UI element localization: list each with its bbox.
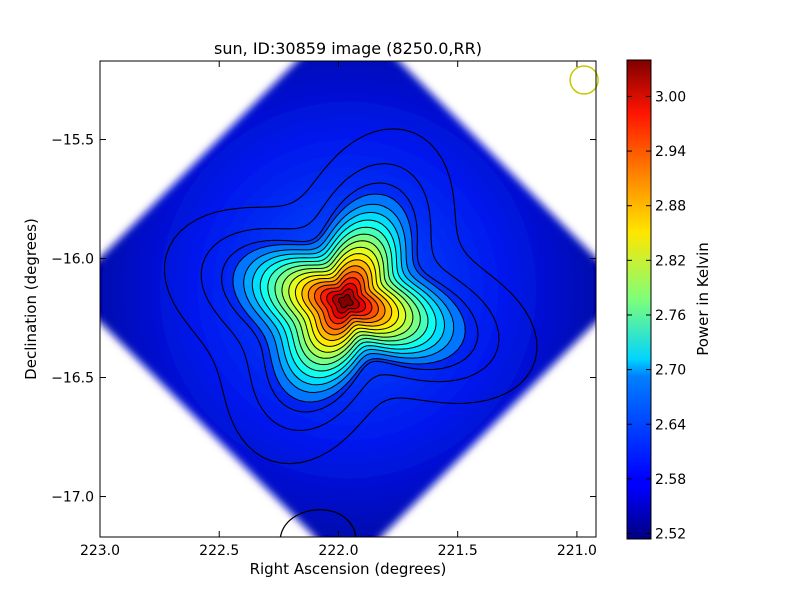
contour-line — [251, 211, 446, 386]
contour-line — [320, 277, 373, 325]
colorbar-tick-label: 2.76 — [655, 308, 686, 324]
contour-line — [267, 226, 429, 372]
contour-line — [221, 182, 479, 413]
contour-line — [294, 253, 400, 347]
contour-line — [332, 288, 360, 314]
colorbar-label: Power in Kelvin — [694, 242, 712, 356]
y-axis: −15.5 −16.0 −16.5 −17.0 — [51, 133, 596, 506]
colorbar-tick-label: 3.00 — [655, 89, 686, 105]
colorbar-tick-label: 2.70 — [655, 363, 686, 379]
contour-line — [307, 265, 386, 336]
y-tick-label: −17.0 — [51, 490, 94, 506]
contour-line — [259, 219, 437, 379]
x-tick-label: 222.5 — [199, 543, 239, 559]
x-tick-label: 221.0 — [557, 543, 597, 559]
contour-line — [232, 193, 466, 403]
beam-marker — [569, 65, 599, 95]
contour-line — [163, 128, 538, 465]
contour-line — [326, 282, 367, 319]
y-tick-label: −15.5 — [51, 133, 94, 149]
x-tick-label: 221.5 — [438, 543, 478, 559]
x-axis-label: Right Ascension (degrees) — [250, 560, 447, 578]
contour-lines — [163, 128, 538, 465]
contour-line — [338, 294, 354, 309]
colorbar-tick-label: 2.82 — [655, 253, 686, 269]
secondary-source-contour — [279, 509, 357, 537]
contour-line — [314, 271, 379, 330]
contour-line — [288, 246, 407, 353]
colorbar — [626, 59, 652, 540]
x-tick-label: 222.0 — [318, 543, 358, 559]
x-tick-label: 223.0 — [80, 543, 120, 559]
plot-frame — [99, 60, 597, 538]
y-tick-label: −16.5 — [51, 371, 94, 387]
contour-line — [243, 203, 455, 394]
x-axis: 223.0 222.5 222.0 221.5 221.0 — [80, 61, 597, 559]
contour-line — [281, 240, 414, 359]
colorbar-tick-label: 2.94 — [655, 144, 686, 160]
contour-line — [274, 233, 421, 366]
colorbar-tick-label: 2.64 — [655, 417, 686, 433]
y-tick-label: −16.0 — [51, 252, 94, 268]
plot-area — [100, 61, 596, 537]
colorbar-ticks: 2.52 2.58 2.64 2.70 2.76 2.82 2.88 2.94 3.00 — [627, 89, 686, 543]
colorbar-tick-label: 2.52 — [655, 527, 686, 543]
contour-line — [301, 259, 393, 342]
chart-title: sun, ID:30859 image (8250.0,RR) — [214, 39, 482, 58]
colorbar-tick-label: 2.88 — [655, 199, 686, 215]
colorbar-tick-label: 2.58 — [655, 472, 686, 488]
contour-line — [200, 163, 500, 432]
y-axis-label: Declination (degrees) — [22, 218, 40, 380]
